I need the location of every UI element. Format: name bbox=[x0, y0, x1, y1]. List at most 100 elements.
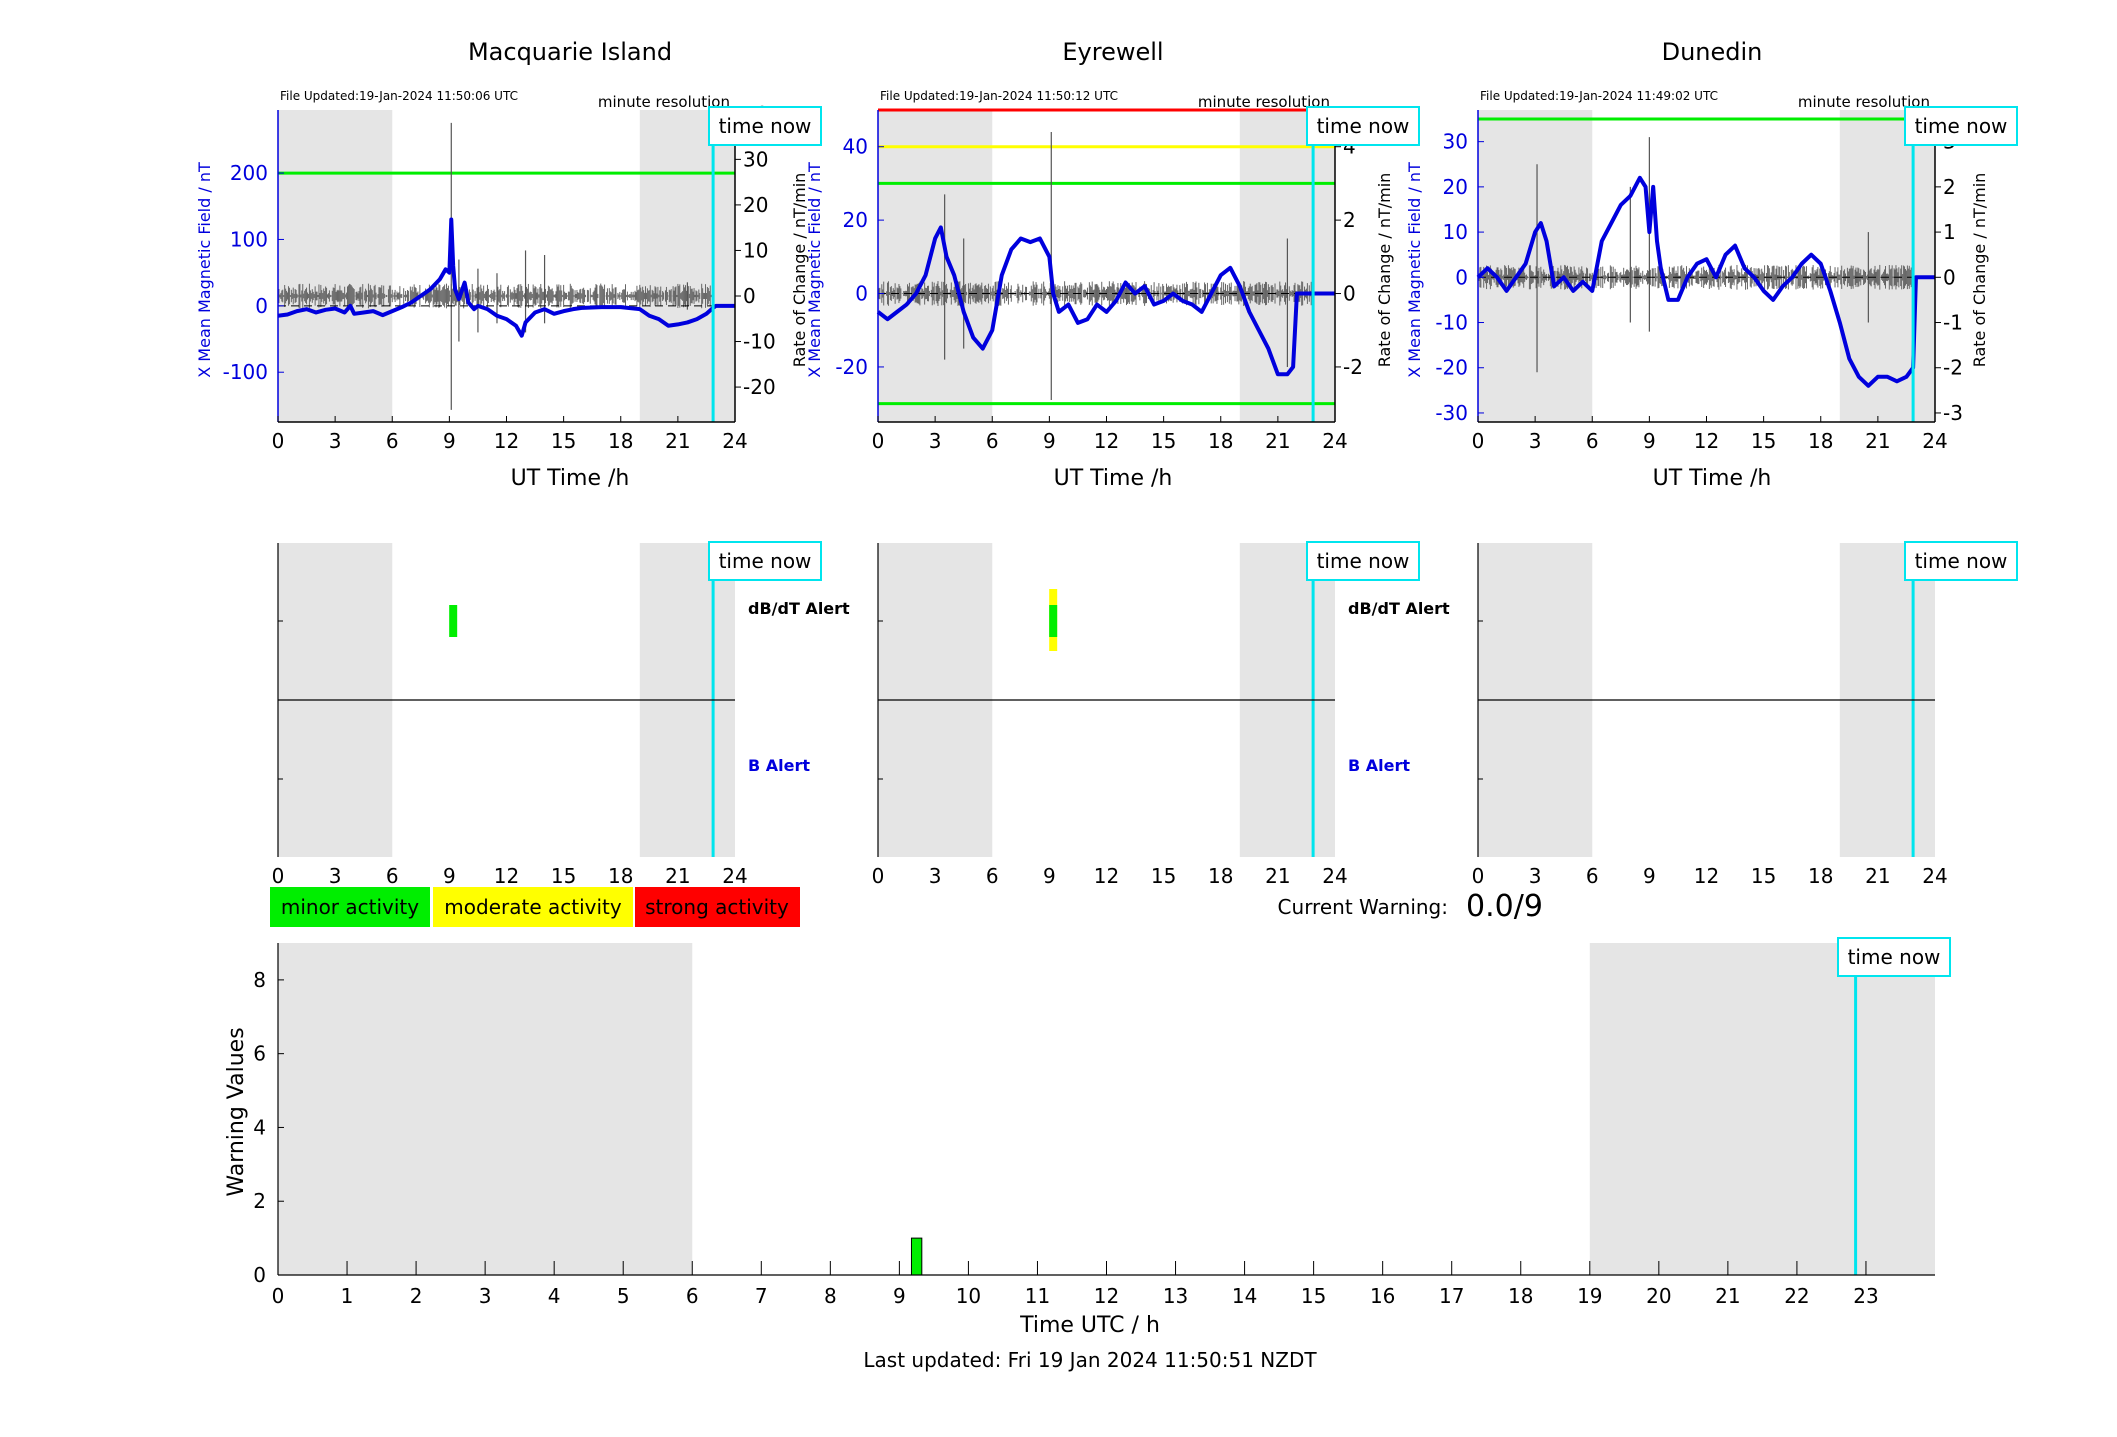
x-tick-label: 18 bbox=[1508, 1284, 1533, 1308]
b-alert-label: B Alert bbox=[748, 756, 810, 775]
x-tick-label: 23 bbox=[1853, 1284, 1878, 1308]
dbdt-alert-label: dB/dT Alert bbox=[1348, 599, 1450, 618]
resolution-label: minute resolution bbox=[1198, 93, 1330, 111]
alert-x-tick-label: 24 bbox=[1922, 864, 1947, 888]
x-tick-label: 10 bbox=[956, 1284, 981, 1308]
y-tick-label: 6 bbox=[253, 1042, 266, 1066]
y2-tick-label: -3 bbox=[1943, 401, 1963, 425]
y2-tick-label: 0 bbox=[1943, 265, 1956, 289]
time-now-label: time now bbox=[1848, 945, 1941, 969]
x-tick-label: 18 bbox=[1808, 429, 1833, 453]
alert-panel: 0 3 6 9 12 15 18 21 24 bbox=[272, 543, 748, 888]
grey-band bbox=[278, 943, 693, 1275]
y-tick-label: 0 bbox=[255, 294, 268, 318]
x-tick-label: 24 bbox=[1922, 429, 1947, 453]
x-tick-label: 16 bbox=[1370, 1284, 1395, 1308]
x-tick-label: 21 bbox=[1715, 1284, 1740, 1308]
x-tick-label: 15 bbox=[1301, 1284, 1326, 1308]
legend-strong-swatch bbox=[635, 887, 800, 927]
x-tick-label: 12 bbox=[1094, 429, 1119, 453]
alert-x-tick-label: 9 bbox=[1043, 864, 1056, 888]
axes bbox=[1477, 110, 1941, 423]
x-tick-label: 6 bbox=[686, 1284, 699, 1308]
file-updated: File Updated:19-Jan-2024 11:49:02 UTC bbox=[1480, 89, 1718, 103]
x-tick-label: 5 bbox=[617, 1284, 630, 1308]
x-tick-label: 14 bbox=[1232, 1284, 1257, 1308]
legend-moderate-label: moderate activity bbox=[444, 895, 622, 919]
alert-x-tick-label: 12 bbox=[1694, 864, 1719, 888]
alert-x-tick-label: 18 bbox=[608, 864, 633, 888]
y2-tick-label: 0 bbox=[1343, 282, 1356, 306]
field-line bbox=[1476, 175, 1935, 388]
alert-panel: 0 3 6 9 12 15 18 21 24 bbox=[1472, 543, 1948, 888]
x-axis-label: Time UTC / h bbox=[1019, 1313, 1160, 1338]
x-tick-label: 22 bbox=[1784, 1284, 1809, 1308]
resolution-label: minute resolution bbox=[598, 93, 730, 111]
time-now-label: time now bbox=[1915, 114, 2008, 138]
alert-x-tick-label: 15 bbox=[1151, 864, 1176, 888]
y2-tick-label: 20 bbox=[743, 193, 768, 217]
alert-x-tick-label: 0 bbox=[272, 864, 285, 888]
threshold-lines bbox=[878, 108, 1335, 406]
activity-legend: minor activity moderate activity strong … bbox=[270, 887, 800, 927]
time-now-box bbox=[1904, 106, 2018, 146]
alert-x-tick-label: 6 bbox=[986, 864, 999, 888]
alert-x-tick-label: 18 bbox=[1808, 864, 1833, 888]
x-tick-label: 7 bbox=[755, 1284, 768, 1308]
grey-band bbox=[1589, 943, 1935, 1275]
y-tick-label: 10 bbox=[1443, 220, 1468, 244]
x-tick-label: 3 bbox=[329, 429, 342, 453]
y-tick-label: 40 bbox=[843, 135, 868, 159]
alert-x-tick-label: 6 bbox=[1586, 864, 1599, 888]
x-tick-label: 6 bbox=[1586, 429, 1599, 453]
y-axis-label: X Mean Magnetic Field / nT bbox=[1405, 162, 1424, 378]
x-tick-label: 12 bbox=[494, 429, 519, 453]
alert-x-tick-label: 18 bbox=[1208, 864, 1233, 888]
alert-x-tick-label: 9 bbox=[1643, 864, 1656, 888]
y-tick-label: 200 bbox=[230, 161, 268, 185]
alert-x-tick-label: 9 bbox=[443, 864, 456, 888]
current-warning-label: Current Warning: bbox=[1278, 895, 1448, 919]
y-tick-label: 2 bbox=[253, 1189, 266, 1213]
x-axis-label: UT Time /h bbox=[1054, 466, 1173, 491]
axes bbox=[877, 110, 1341, 423]
grey-bands bbox=[278, 943, 1935, 1275]
panel-title: Macquarie Island bbox=[468, 38, 672, 66]
alert-x-tick-label: 3 bbox=[929, 864, 942, 888]
x-tick-label: 0 bbox=[872, 429, 885, 453]
x-axis-label: UT Time /h bbox=[511, 466, 630, 491]
x-tick-label: 24 bbox=[1322, 429, 1347, 453]
warning-bars bbox=[910, 1237, 923, 1276]
warning-bar bbox=[910, 1237, 923, 1276]
y2-tick-label: 10 bbox=[743, 238, 768, 262]
x-tick-label: 9 bbox=[1043, 429, 1056, 453]
grey-band bbox=[639, 110, 735, 422]
x-tick-label: 2 bbox=[410, 1284, 423, 1308]
y-tick-label: 100 bbox=[230, 227, 268, 251]
x-tick-label: 6 bbox=[386, 429, 399, 453]
file-updated: File Updated:19-Jan-2024 11:50:06 UTC bbox=[280, 89, 518, 103]
y-axis-label: X Mean Magnetic Field / nT bbox=[195, 162, 214, 378]
alert-time-now-box bbox=[1904, 541, 2018, 581]
x-tick-label: 15 bbox=[551, 429, 576, 453]
grey-band bbox=[1478, 110, 1593, 422]
x-axis-label: UT Time /h bbox=[1653, 466, 1772, 491]
y2-tick-label: -1 bbox=[1943, 311, 1963, 335]
legend-moderate-swatch bbox=[433, 887, 633, 927]
x-tick-label: 18 bbox=[608, 429, 633, 453]
alert-x-tick-label: 12 bbox=[1094, 864, 1119, 888]
alert-x-tick-label: 0 bbox=[1472, 864, 1485, 888]
y2-axis-label: Rate of Change / nT/min bbox=[1375, 173, 1394, 368]
x-tick-label: 3 bbox=[479, 1284, 492, 1308]
grey-bands bbox=[1478, 110, 1935, 857]
x-tick-label: 17 bbox=[1439, 1284, 1464, 1308]
y2-tick-label: 2 bbox=[1343, 208, 1356, 232]
x-tick-label: 3 bbox=[1529, 429, 1542, 453]
alert-time-now-box bbox=[708, 541, 822, 581]
panel-macquarie-island: 03691215182124-1000100200-20-10010203040… bbox=[195, 38, 850, 888]
alert-x-tick-label: 24 bbox=[1322, 864, 1347, 888]
y-tick-label: 30 bbox=[1443, 130, 1468, 154]
